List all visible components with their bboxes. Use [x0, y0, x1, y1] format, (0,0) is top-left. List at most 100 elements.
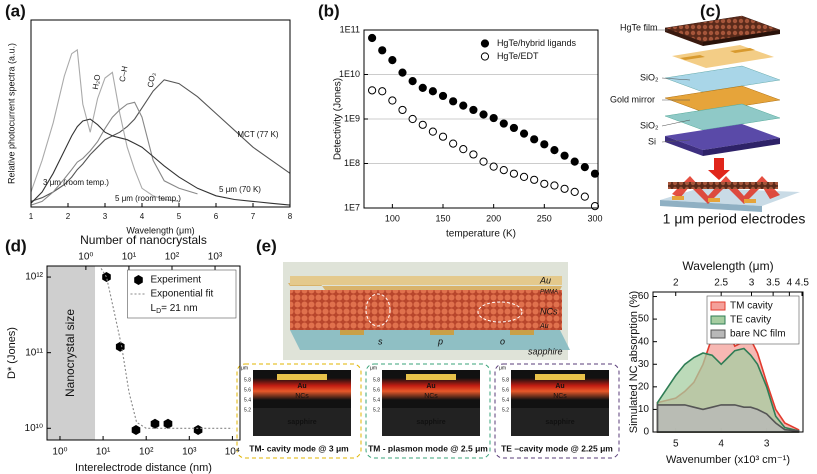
gold-map: [535, 374, 585, 380]
marker: [499, 119, 508, 128]
marker: [131, 425, 141, 435]
chart: 1E7 1E8 1E9 1E10 1E11 100 150 200 250 300 temperat…: [333, 24, 603, 239]
inset-label: Au: [426, 383, 435, 390]
marker: [428, 127, 437, 136]
marker: [489, 113, 498, 123]
y-axis-label: D* (Jones): [6, 327, 18, 379]
marker: [449, 139, 458, 148]
line: [30, 101, 198, 206]
legend-swatch: [710, 315, 726, 325]
panel-label: (d): [5, 236, 27, 255]
curve-label: 5 μm (room temp.): [115, 194, 181, 203]
mode-label: s: [378, 336, 383, 346]
x-tick-label: 8: [288, 212, 293, 221]
curve-label: 3 μm (room temp.): [43, 178, 109, 187]
y-tick-label: 0: [643, 427, 649, 438]
inset-label: sapphire: [416, 419, 445, 426]
inset-title: TM- cavity mode @ 3 μm: [249, 443, 349, 453]
curve-label: 5 μm (70 K): [219, 185, 261, 194]
marker: [540, 179, 549, 188]
marker: [408, 114, 417, 124]
chart: 1 2 3 4 5 6 7 8 Wavelength (μm) Relative photocur…: [6, 19, 293, 235]
marker: [560, 184, 569, 193]
inset-unit: μm: [370, 365, 377, 371]
marker: [540, 140, 549, 149]
marker: [570, 157, 579, 166]
inset-tick: 5.2: [373, 407, 380, 413]
x-tick-label: 3: [764, 439, 770, 450]
y-tick-label: 1E8: [344, 158, 360, 168]
x-tick-label: 100: [385, 213, 400, 223]
line: [100, 268, 233, 429]
x-tick-label: 10³: [182, 447, 197, 458]
inset-tick: 5.4: [244, 397, 251, 403]
plot-frame: [30, 19, 291, 208]
inset-label: NCs: [424, 393, 438, 400]
x-tick-label: 5: [673, 439, 679, 450]
fit-note: LD= 21 nm: [151, 303, 198, 315]
inset-tick: 5.4: [373, 397, 380, 403]
x-tick-label: 300: [587, 213, 602, 223]
x-tick-label: 2: [66, 212, 71, 221]
layer-label: PMMA: [540, 290, 558, 296]
marker: [193, 425, 203, 435]
x2-tick-label: 3: [749, 278, 755, 289]
x-tick-label: 10²: [139, 447, 154, 458]
inset-tick: 5.2: [244, 407, 251, 413]
inset-unit: μm: [499, 365, 506, 371]
legend-label: HgTe/hybrid ligands: [497, 38, 577, 48]
x2-axis-label: Wavelength (μm): [682, 259, 773, 273]
marker: [163, 418, 173, 429]
mode-label: p: [437, 336, 443, 346]
fit-note-text: = 21 nm: [161, 303, 197, 314]
layer-label: NCs: [540, 306, 558, 316]
panel-label: (e): [256, 236, 277, 255]
x-axis-label: Wavenumber (x10³ cm⁻¹): [666, 454, 790, 466]
layer-label: Si: [648, 136, 656, 146]
marker: [368, 86, 377, 95]
x-axis-label: Wavelength (μm): [126, 225, 194, 235]
x-axis-label: Interelectrode distance (nm): [75, 462, 212, 474]
y-tick-label: 20: [638, 381, 650, 392]
marker: [499, 166, 508, 175]
fit-note-symbol: L: [151, 303, 157, 314]
x2-tick-label: 4.5: [795, 278, 809, 289]
y-tick-label: 1E7: [344, 202, 360, 212]
y-tick-label: 40: [638, 336, 650, 347]
legend-label: Experiment: [151, 275, 202, 286]
layer-label: SiO₂: [640, 72, 659, 82]
y-axis-label: Detectivity (Jones): [333, 78, 344, 160]
field-map: [253, 378, 351, 400]
inset-tick: 5.8: [244, 377, 251, 383]
gold-map: [406, 374, 456, 380]
y-tick-label: 50: [638, 314, 650, 325]
marker: [115, 341, 125, 352]
x2-tick-label: 10¹: [122, 252, 137, 263]
marker: [438, 132, 448, 141]
marker: [570, 187, 579, 197]
x2-tick-label: 2: [673, 278, 679, 289]
x-tick-label: 150: [435, 213, 450, 223]
layer-label: Au: [539, 275, 551, 285]
mode-label: o: [500, 336, 505, 346]
marker: [519, 129, 529, 138]
x-tick-label: 200: [486, 213, 501, 223]
inset-tick: 5.2: [502, 407, 509, 413]
marker: [509, 169, 519, 178]
chart: Nanocrystal size 10¹⁰ 10¹¹ 10¹² 10⁰ 10¹ 10² 10³…: [6, 233, 241, 474]
marker: [102, 272, 111, 282]
marker: [150, 418, 160, 429]
substrate-map: [382, 408, 480, 436]
marker: [480, 39, 490, 48]
shaded-region: [47, 266, 96, 440]
region-label: Nanocrystal size: [63, 309, 77, 397]
y-axis-label: Relative photocurrent spectra (a.u.): [6, 43, 16, 184]
plot-frame: [363, 29, 599, 209]
marker: [408, 77, 417, 86]
y-tick-label: 10¹¹: [25, 347, 43, 358]
y-tick-label: 60: [638, 291, 650, 302]
marker: [519, 172, 529, 181]
substrate-map: [253, 408, 351, 436]
x2-tick-label: 10⁰: [78, 252, 93, 263]
annotation: C–H: [118, 65, 130, 83]
